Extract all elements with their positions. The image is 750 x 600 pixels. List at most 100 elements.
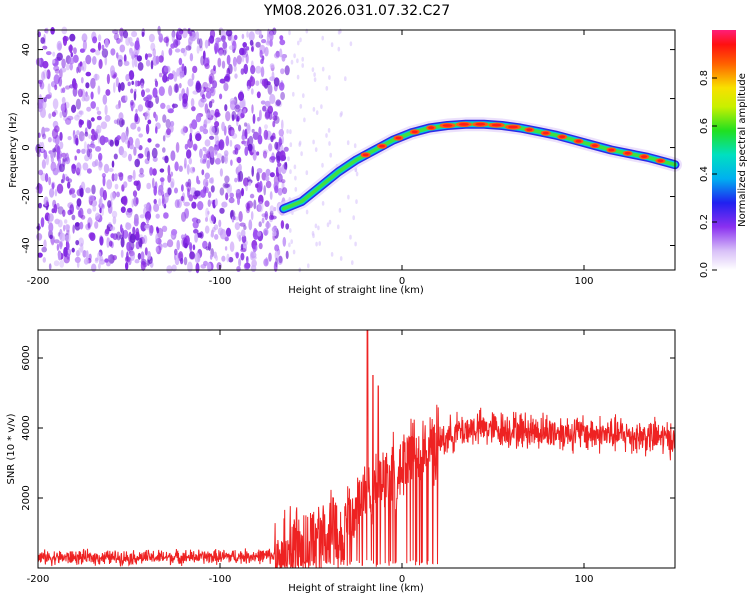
noise-speckle — [133, 91, 137, 101]
noise-speckle — [91, 128, 95, 135]
noise-speckle — [193, 229, 199, 234]
noise-speckle — [166, 265, 173, 274]
noise-speckle — [202, 50, 206, 61]
noise-speckle — [111, 160, 115, 168]
noise-speckle — [236, 55, 242, 65]
noise-speckle — [274, 141, 279, 150]
noise-speckle — [260, 66, 265, 78]
noise-speckle — [118, 82, 121, 93]
noise-speckle — [42, 60, 49, 69]
noise-speckle — [257, 184, 263, 193]
noise-speckle — [241, 187, 244, 197]
trace-mid — [280, 121, 678, 212]
noise-speckle — [134, 115, 141, 125]
noise-speckle — [214, 146, 218, 155]
noise-speckle — [180, 47, 186, 54]
noise-speckle — [83, 94, 90, 102]
noise-speckle — [79, 221, 84, 230]
noise-speckle — [129, 50, 135, 56]
y-tick-label: 40 — [21, 43, 32, 56]
noise-speckle — [253, 199, 257, 210]
noise-speckle — [194, 233, 199, 243]
noise-speckle — [44, 215, 50, 221]
noise-speckle — [282, 236, 287, 247]
noise-speckle — [116, 118, 120, 126]
noise-speckle — [53, 74, 60, 85]
noise-speckle — [354, 241, 357, 247]
noise-speckle — [234, 177, 238, 183]
noise-speckle — [249, 193, 255, 199]
noise-speckle — [131, 57, 135, 68]
noise-speckle — [241, 235, 247, 243]
noise-speckle — [124, 135, 129, 145]
noise-speckle — [115, 77, 119, 88]
noise-speckle — [59, 131, 63, 141]
noise-speckle — [294, 187, 298, 192]
x-tick-label: 0 — [399, 276, 405, 287]
noise-speckle — [106, 73, 110, 85]
noise-speckle — [129, 42, 135, 47]
noise-speckle — [238, 258, 242, 267]
noise-speckle — [98, 160, 103, 171]
noise-speckle — [236, 266, 241, 272]
noise-speckle — [191, 119, 198, 130]
noise-speckle — [255, 80, 260, 86]
noise-speckle — [170, 171, 174, 177]
noise-speckle — [83, 141, 87, 152]
noise-speckle — [233, 34, 238, 41]
noise-speckle — [244, 122, 248, 127]
noise-speckle — [145, 123, 150, 135]
noise-speckle — [210, 86, 216, 97]
noise-speckle — [75, 240, 80, 246]
noise-speckle — [135, 138, 140, 149]
noise-speckle — [240, 252, 245, 261]
noise-speckle — [105, 89, 111, 96]
noise-speckle — [349, 234, 352, 240]
noise-speckle — [92, 36, 98, 44]
noise-speckle — [41, 246, 47, 253]
noise-speckle — [73, 47, 77, 55]
noise-speckle — [137, 104, 144, 112]
noise-speckle — [192, 167, 196, 172]
noise-speckle — [289, 169, 292, 175]
noise-speckle — [278, 136, 282, 148]
trace-peak-core — [641, 155, 648, 159]
noise-speckle — [274, 185, 279, 194]
noise-speckle — [285, 223, 290, 230]
noise-speckle — [299, 37, 302, 43]
colorbar-gradient — [712, 30, 736, 270]
noise-speckle — [269, 30, 274, 42]
noise-speckle — [213, 42, 219, 53]
noise-speckle — [131, 30, 138, 38]
noise-speckle — [56, 52, 63, 61]
noise-speckle — [80, 77, 84, 84]
noise-speckle — [221, 155, 225, 164]
noise-speckle — [210, 68, 217, 75]
noise-speckle — [41, 159, 47, 169]
noise-speckle — [191, 72, 195, 81]
noise-speckle — [130, 122, 137, 130]
noise-speckle — [260, 58, 264, 65]
noise-speckle — [339, 256, 343, 261]
noise-speckle — [171, 31, 175, 43]
noise-speckle — [125, 74, 130, 82]
noise-speckle — [314, 147, 318, 153]
noise-speckle — [222, 49, 227, 56]
noise-speckle — [152, 87, 158, 98]
noise-speckle — [57, 250, 62, 261]
noise-speckle — [140, 82, 144, 89]
noise-speckle — [189, 53, 194, 62]
noise-speckle — [256, 171, 260, 182]
noise-speckle — [234, 104, 241, 113]
noise-speckle — [137, 62, 144, 71]
noise-speckle — [61, 96, 66, 104]
noise-speckle — [296, 74, 300, 80]
noise-speckle — [135, 227, 140, 238]
noise-speckle — [312, 107, 316, 112]
noise-speckle — [113, 32, 119, 41]
noise-speckle — [138, 173, 145, 178]
noise-speckle — [274, 115, 280, 124]
noise-speckle — [274, 250, 279, 261]
noise-speckle — [271, 226, 278, 233]
